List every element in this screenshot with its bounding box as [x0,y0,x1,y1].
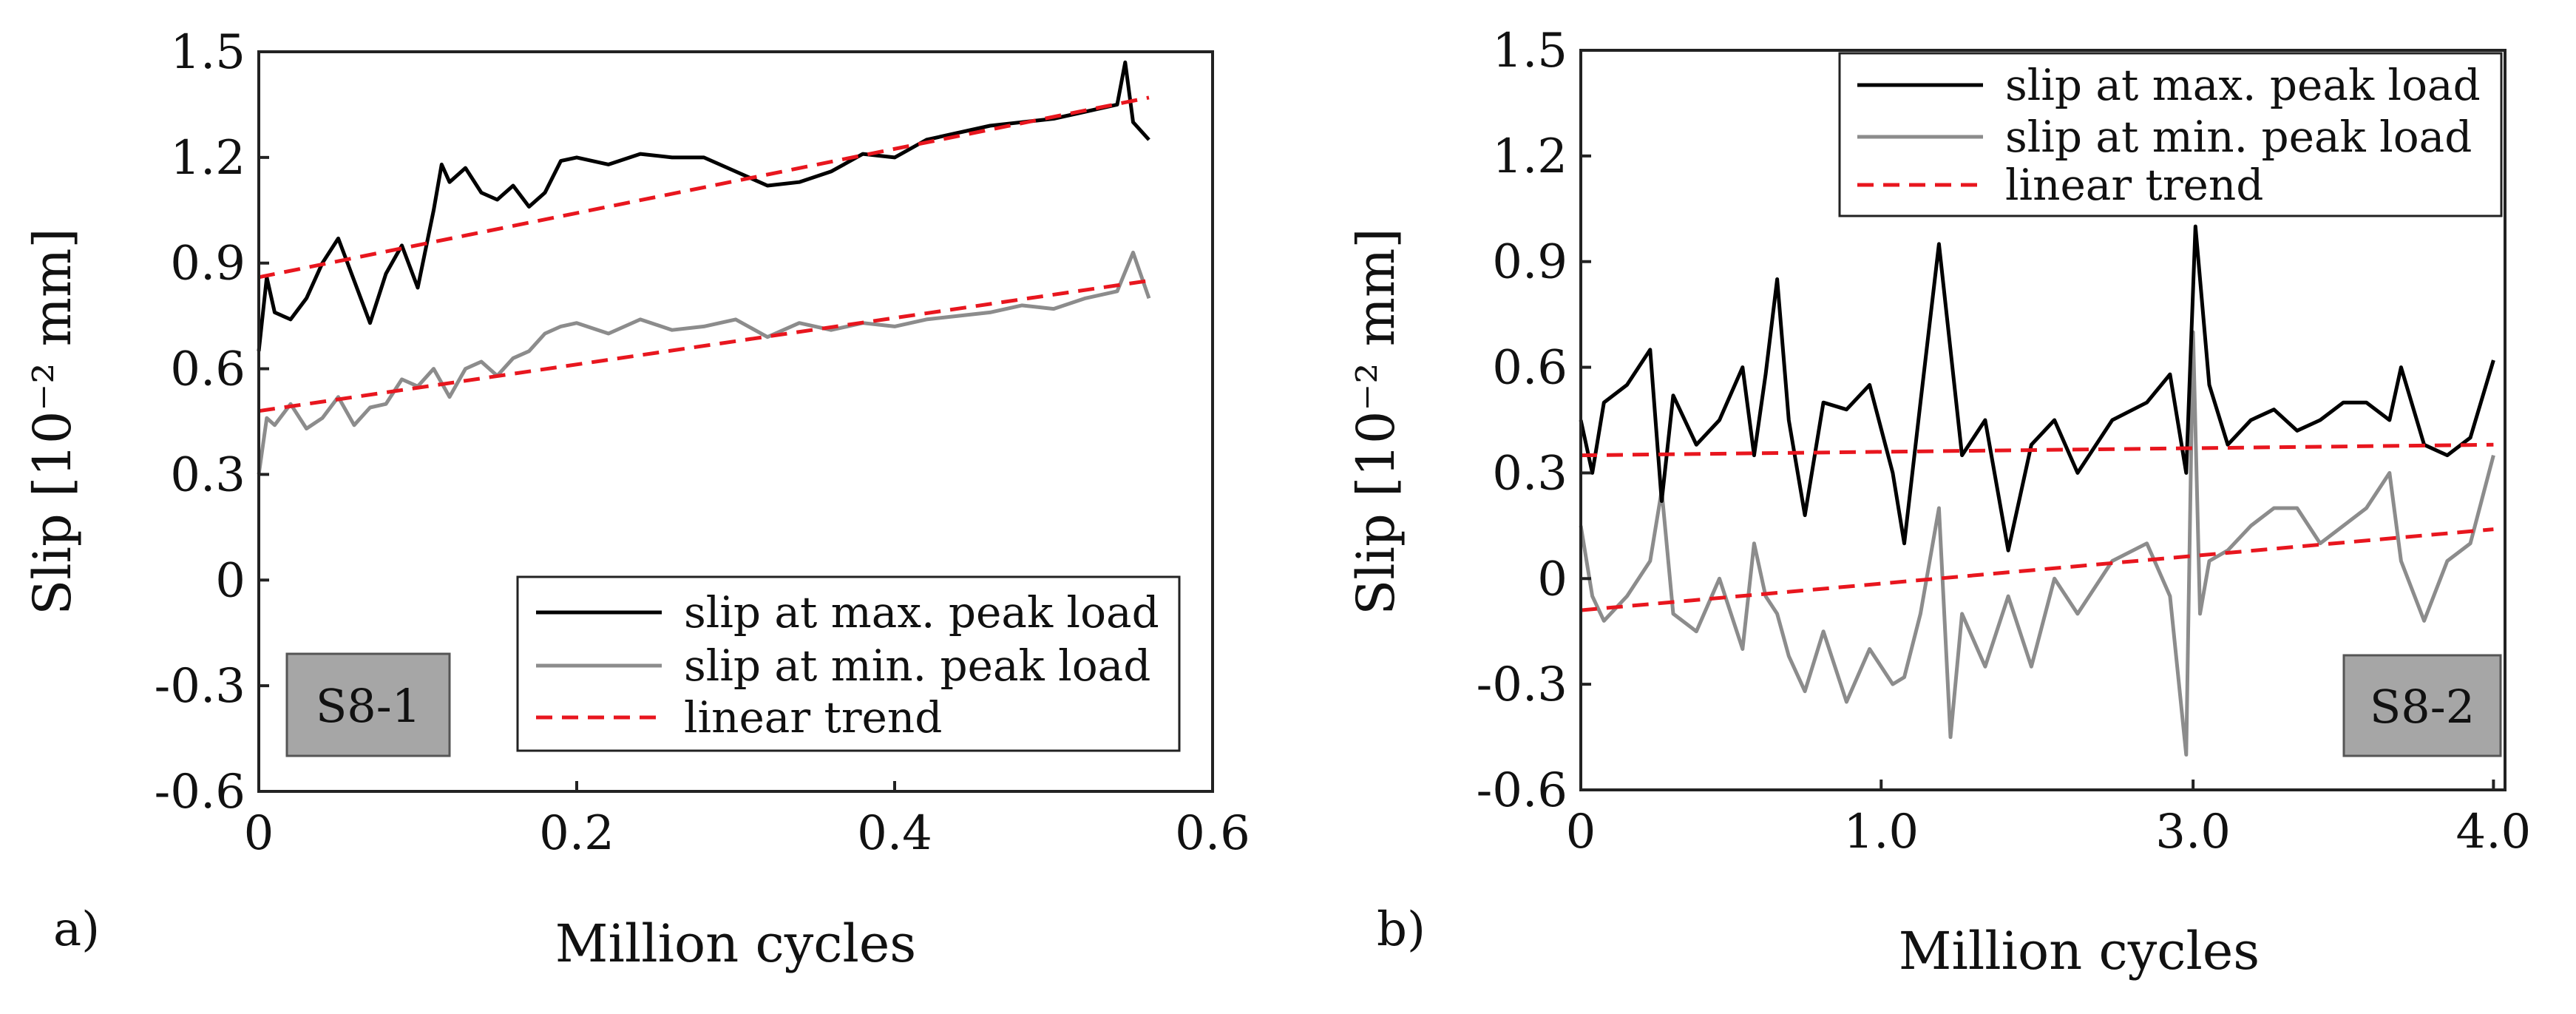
y-tick-label-b: -0.6 [1477,763,1567,818]
y-tick-label-a: 0 [215,553,245,608]
series-line-1-b [1579,330,2495,757]
plot-frame-a [257,50,1214,793]
y-tick-label-b: 0.9 [1492,235,1567,290]
y-tick-label-a: 0.9 [170,237,245,291]
legend-label-max-a: slip at max. peak load [684,587,1159,638]
y-tick-label-a: -0.6 [155,765,245,819]
panel-label-a: a) [53,902,100,957]
y-tick-label-b: 0 [1537,552,1567,606]
legend-label-trend-b: linear trend [2005,160,2263,210]
legend-label-max-b: slip at max. peak load [2005,60,2481,110]
x-axis-label-b: Million cycles [1899,921,2260,981]
x-tick-label-a: 0 [244,806,274,861]
legend-label-trend-a: linear trend [684,692,942,743]
legend-label-min-b: slip at min. peak load [2005,112,2472,162]
series-line-0-b [1579,224,2495,552]
specimen-label-a: S8-1 [316,679,421,733]
y-axis-label-b: Slip [10⁻² mm] [1346,228,1406,615]
series-line-1-a [257,250,1151,475]
y-tick-label-b: 1.2 [1492,129,1567,184]
specimen-label-b: S8-2 [2370,680,2475,734]
x-tick-label-a: 0.6 [1175,806,1250,861]
specimen-badge-a: S8-1 [285,652,451,757]
x-tick-label-a: 0.2 [539,806,614,861]
trend-line-2-b [1580,442,2494,458]
legend-b: slip at max. peak load slip at min. peak… [1838,52,2503,217]
x-tick-label-a: 0.4 [857,806,932,861]
trend-line-2-a [258,95,1150,280]
panel-label-b: b) [1377,902,1426,957]
legend-a: slip at max. peak load slip at min. peak… [516,575,1181,752]
y-tick-label-b: 0.3 [1492,446,1567,501]
specimen-badge-b: S8-2 [2342,654,2502,757]
x-tick-label-b: 3.0 [2155,805,2231,859]
y-tick-label-b: 1.5 [1492,24,1567,78]
y-tick-label-b: 0.6 [1492,341,1567,396]
y-tick-label-a: 0.6 [170,342,245,397]
x-tick-label-b: 0 [1566,805,1596,859]
y-tick-label-a: -0.3 [155,659,245,714]
x-tick-label-b: 4.0 [2455,805,2531,859]
y-tick-label-a: 1.5 [170,25,245,80]
y-tick-label-a: 0.3 [170,447,245,502]
plot-frame-b [1579,49,2506,791]
trend-line-3-b [1580,527,2494,612]
legend-box-b [1838,52,2503,217]
legend-label-min-a: slip at min. peak load [684,640,1150,691]
chart-panel-a: -0.6 -0.3 0 0.3 0.6 0.9 1.2 1.5 0 0.2 0.4 0.6 Slip … [22,25,1250,974]
specimen-badge-box-b [2342,654,2502,757]
x-tick-label-b: 1.0 [1843,805,1919,859]
y-tick-label-a: 1.2 [170,131,245,186]
series-line-0-a [257,60,1150,352]
trend-line-3-a [258,279,1150,413]
y-tick-label-b: -0.3 [1477,658,1567,712]
chart-panel-b: -0.6 -0.3 0 0.3 0.6 0.9 1.2 1.5 0 1.0 3.0 4.0 Slip … [1346,24,2531,981]
specimen-badge-box-a [285,652,451,757]
x-axis-label-a: Million cycles [555,913,916,974]
y-axis-label-a: Slip [10⁻² mm] [22,228,83,615]
